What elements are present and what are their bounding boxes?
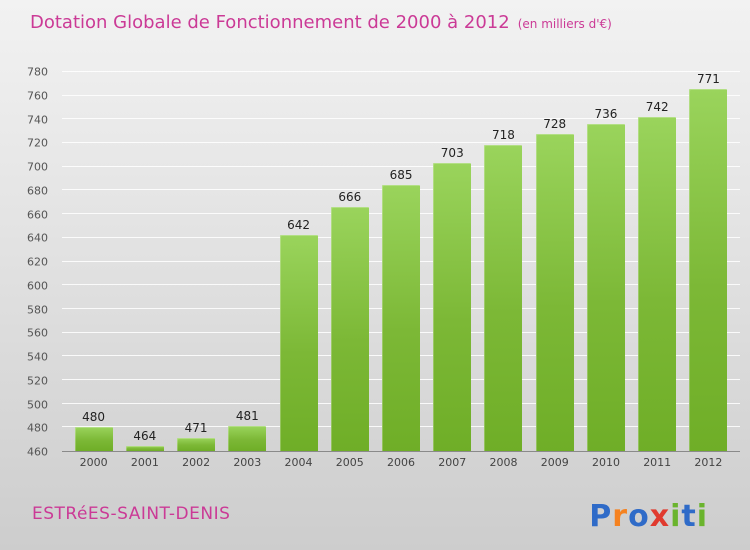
x-axis-label: 2006	[387, 456, 416, 469]
y-axis-label: 580	[27, 303, 48, 316]
x-axis-label: 2004	[284, 456, 313, 469]
bar-value-label: 471	[184, 420, 208, 435]
bar-value-label: 464	[133, 429, 157, 444]
bar	[74, 427, 113, 451]
y-axis-label: 780	[27, 65, 48, 79]
y-axis-label: 600	[27, 279, 48, 293]
bar-value-label: 771	[696, 72, 720, 86]
bar-value-label: 642	[287, 218, 310, 233]
logo-letter: P	[589, 499, 613, 534]
bar-value-label: 685	[389, 167, 413, 182]
logo-letter: r	[612, 499, 629, 534]
bar-cell: 471	[170, 72, 221, 451]
y-axis-label: 500	[27, 398, 48, 411]
gridline	[62, 94, 740, 96]
x-axis-label: 2012	[694, 456, 723, 469]
y-axis-label: 460	[27, 445, 48, 459]
bar-value-label: 742	[645, 100, 669, 115]
bar-value-label: 480	[82, 410, 106, 425]
x-axis-label: 2005	[335, 456, 364, 469]
bar-cell: 666	[324, 72, 375, 451]
page-title: Dotation Globale de Fonctionnement de 20…	[30, 12, 510, 33]
bar-cell: 718	[478, 72, 529, 451]
logo-letter: x	[649, 499, 671, 534]
x-axis-label: 2002	[182, 456, 211, 469]
gridline	[62, 118, 740, 120]
logo-letter: t	[681, 499, 697, 534]
x-axis-label: 2007	[438, 456, 467, 469]
bar-cell: 480	[68, 72, 119, 451]
bar-cell: 481	[222, 72, 273, 451]
bar	[586, 124, 625, 451]
bar-cell: 736	[580, 72, 631, 451]
bar	[279, 235, 318, 451]
bar	[689, 89, 728, 451]
y-axis-label: 560	[27, 326, 48, 340]
gridline	[62, 71, 740, 72]
y-axis-label: 740	[27, 113, 48, 126]
bar-value-label: 666	[338, 190, 362, 205]
y-axis-label: 760	[27, 89, 48, 103]
bar-cell: 742	[632, 72, 683, 451]
x-axis-label: 2009	[540, 456, 569, 469]
y-axis-label: 640	[27, 231, 48, 245]
gridline	[62, 165, 740, 167]
x-axis-label: 2003	[233, 456, 262, 469]
bar	[535, 133, 574, 451]
bar-value-label: 736	[594, 107, 618, 122]
y-axis-label: 480	[27, 421, 48, 435]
bar-cell: 771	[683, 72, 734, 451]
x-axis-label: 2008	[489, 456, 518, 469]
x-axis-label: 2010	[591, 456, 620, 469]
bar	[382, 184, 421, 451]
gridline	[62, 142, 740, 144]
bar	[228, 426, 267, 451]
bar-cell: 642	[273, 72, 324, 451]
x-axis-label: 2000	[79, 456, 108, 469]
bar	[638, 117, 677, 451]
logo-letter: i	[670, 499, 682, 534]
bar-cell: 685	[375, 72, 426, 451]
x-axis-labels: 2000 2001 2002 2003 2004 2005 2006 2007 2008 2009…	[62, 456, 740, 469]
chart: 460 480 500 520 540 560 580 600 620 640 660 680 700 7…	[27, 66, 740, 469]
bars: 480 464 471 481 642 666 685 703 718 728 736 742 771	[62, 72, 740, 451]
bar	[433, 163, 472, 451]
bar-value-label: 728	[543, 116, 567, 131]
y-axis-label: 720	[27, 136, 48, 150]
logo-letter: i	[696, 499, 708, 534]
bar	[484, 145, 523, 451]
chart-header: Dotation Globale de Fonctionnement de 20…	[30, 12, 612, 33]
bar-cell: 728	[529, 72, 580, 451]
bar	[330, 207, 369, 451]
y-axis-label: 540	[27, 350, 48, 364]
bar-cell: 464	[119, 72, 170, 451]
bar-cell: 703	[427, 72, 478, 451]
bar	[177, 437, 216, 451]
bar-value-label: 703	[440, 146, 464, 161]
proxiti-logo: Proxiti	[589, 499, 708, 534]
x-axis-label: 2001	[130, 456, 159, 469]
bar-value-label: 718	[492, 128, 515, 143]
y-axis-label: 700	[27, 160, 48, 174]
plot-area: 480 464 471 481 642 666 685 703 718 728 736 742 771	[62, 71, 740, 452]
commune-name: ESTRéES-SAINT-DENIS	[32, 504, 231, 524]
logo-letter: o	[628, 499, 650, 534]
chart-subtitle: (en milliers d'€)	[517, 17, 612, 31]
y-axis-label: 660	[27, 208, 48, 221]
y-axis-labels: 460 480 500 520 540 560 580 600 620 640 660 680 700 7…	[4, 66, 54, 459]
bar	[125, 446, 164, 451]
y-axis-label: 520	[27, 374, 48, 388]
y-axis-label: 620	[27, 255, 48, 269]
bar-value-label: 481	[235, 409, 259, 424]
x-axis-label: 2011	[643, 456, 672, 469]
y-axis-label: 680	[27, 184, 48, 198]
